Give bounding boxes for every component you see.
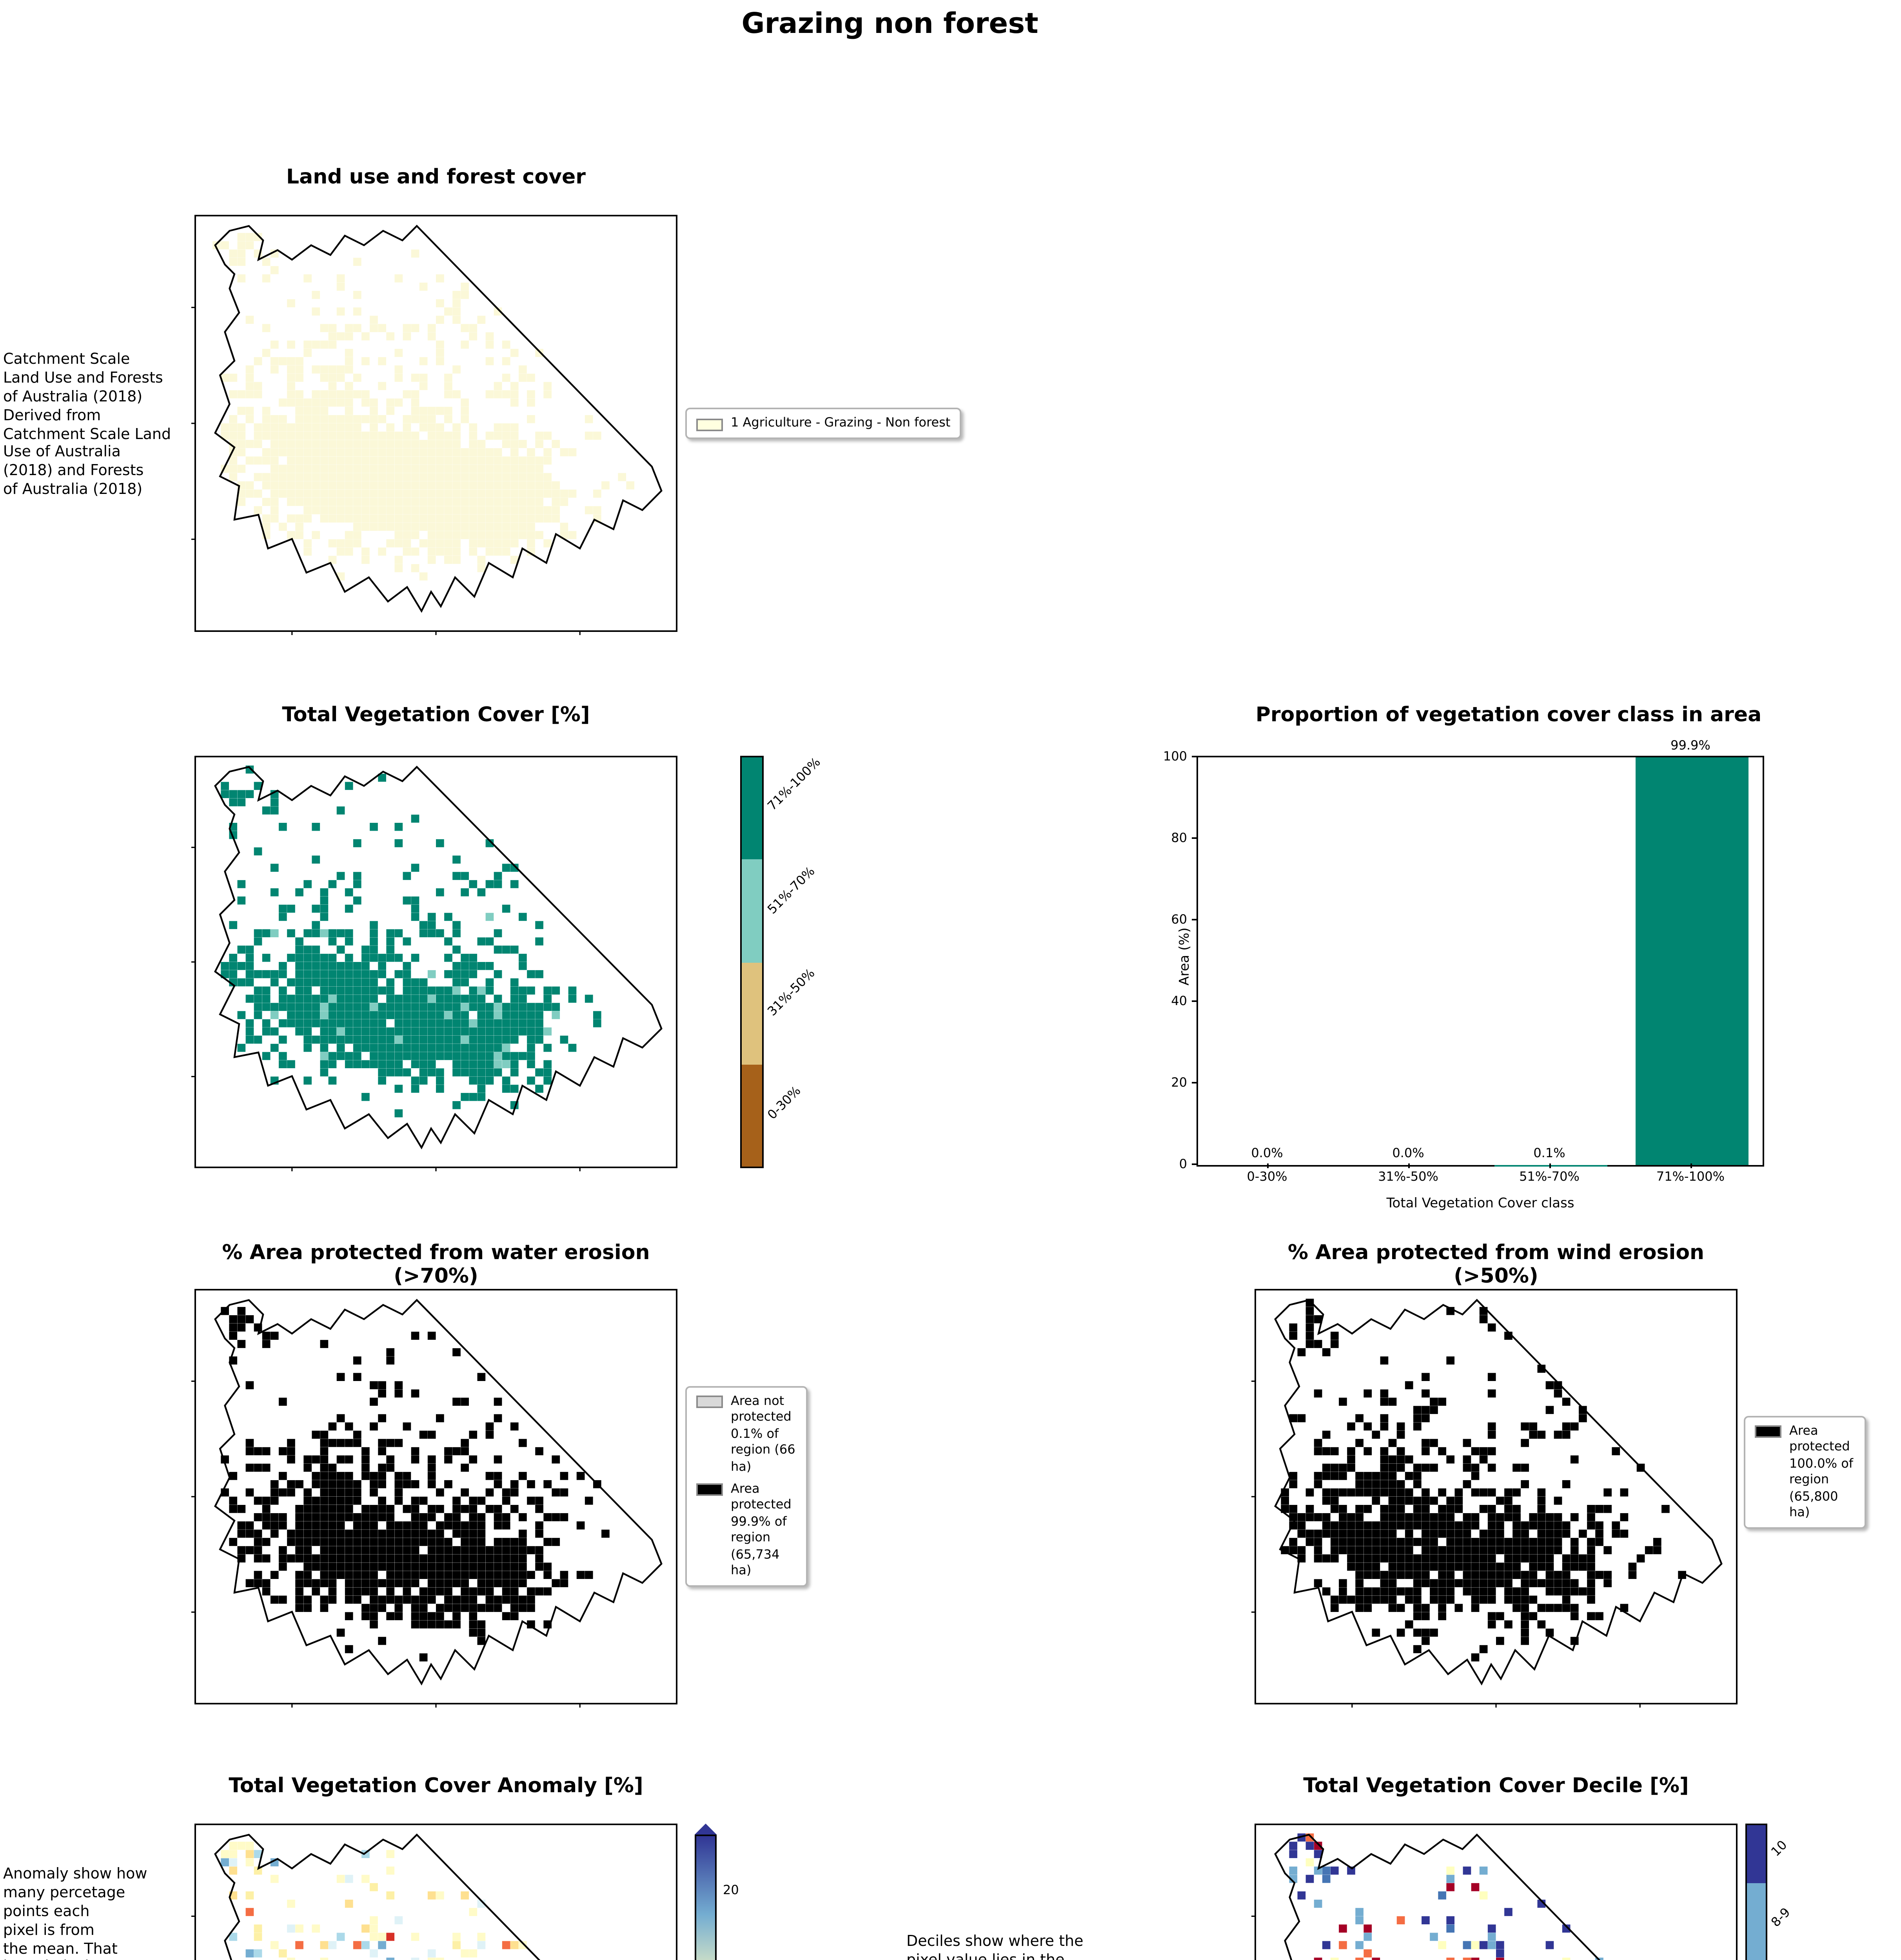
bar-value-label: 0.0% [1392,1146,1424,1160]
veg-cover-colorbar: 71%-100% 51%-70% 31%-50% 0-30% [740,755,823,1168]
proportion-chart-title: Proportion of vegetation cover class in … [1255,704,1762,728]
legend-swatch [696,1483,723,1496]
water-erosion-title: % Area protected from water erosion (>70… [222,1242,650,1289]
x-axis-label: Total Vegetation Cover class [1386,1196,1574,1212]
water-erosion-legend: Area not protected 0.1% of region (66 ha… [685,1386,808,1588]
x-tick-label: 0-30% [1247,1170,1287,1184]
legend-item: 1 Agriculture - Grazing - Non forest [696,416,950,432]
anomaly-colorbar: 20100−10−20 [695,1824,739,1960]
legend-item: Area not protected 0.1% of region (66 ha… [696,1394,797,1475]
landuse-title: Land use and forest cover [286,166,586,190]
x-tick-label: 31%-50% [1378,1170,1438,1184]
x-tick-label: 51%-70% [1519,1170,1580,1184]
decile-caption: Deciles show where the pixel value lies … [906,1933,1084,1960]
bar-value-label: 0.0% [1251,1146,1283,1160]
bar [1636,758,1748,1165]
wind-erosion-map [1251,1289,1738,1708]
legend-item: Area protected 99.9% of region (65,734 h… [696,1482,797,1579]
legend-label: Area protected 100.0% of region (65,800 … [1789,1424,1854,1519]
bar [1494,1164,1607,1165]
bar-value-label: 0.1% [1533,1145,1565,1160]
anomaly-title: Total Vegetation Cover Anomaly [%] [229,1775,643,1798]
legend-swatch [1755,1425,1781,1438]
decile-title: Total Vegetation Cover Decile [%] [1303,1775,1689,1798]
legend-label: Area protected 99.9% of region (65,734 h… [731,1481,792,1577]
veg-cover-map [191,756,677,1171]
water-erosion-map [191,1289,677,1708]
anomaly-caption: Anomaly show how many percetage points e… [3,1866,147,1960]
wind-erosion-legend: Area protected 100.0% of region (65,800 … [1744,1416,1866,1530]
anomaly-map [191,1824,677,1960]
landuse-caption: Catchment Scale Land Use and Forests of … [3,351,171,499]
legend-label: Area not protected 0.1% of region (66 ha… [731,1394,795,1474]
landuse-map [191,215,677,635]
legend-item: Area protected 100.0% of region (65,800 … [1755,1424,1855,1521]
decile-map [1251,1824,1738,1960]
bar-value-label: 99.9% [1670,739,1710,753]
veg-cover-title: Total Vegetation Cover [%] [282,704,590,728]
legend-swatch [696,1396,723,1408]
wind-erosion-title: % Area protected from wind erosion (>50%… [1287,1242,1705,1289]
legend-label: 1 Agriculture - Grazing - Non forest [731,416,951,430]
legend-swatch [696,418,723,431]
chart-plot-area [1197,756,1764,1167]
page-title: Grazing non forest [741,8,1039,41]
landuse-legend: 1 Agriculture - Grazing - Non forest [685,408,962,440]
x-tick-label: 71%-100% [1656,1170,1725,1184]
decile-colorbar: 108-94-72-31 [1745,1824,1793,1960]
